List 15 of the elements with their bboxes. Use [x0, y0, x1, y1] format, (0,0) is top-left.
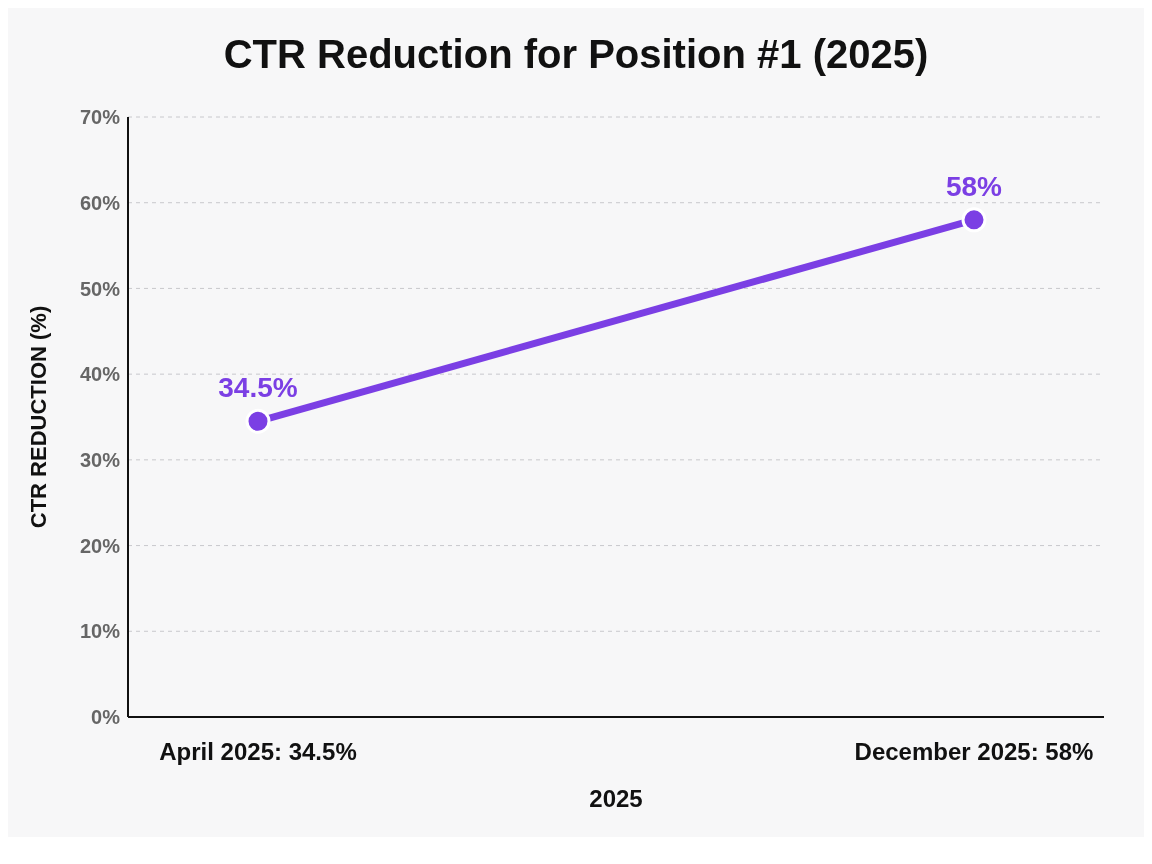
y-axis-title: CTR REDUCTION (%) [25, 305, 51, 529]
y-tick-label: 10% [79, 620, 121, 643]
y-tick-label: 70% [79, 106, 121, 129]
y-tick-label: 20% [79, 534, 121, 557]
y-tick-label: 50% [79, 277, 121, 300]
y-tick-label: 60% [79, 191, 121, 214]
data-label: 34.5% [218, 372, 298, 404]
x-tick-label: April 2025: 34.5% [159, 738, 357, 766]
y-tick-label: 30% [79, 448, 121, 471]
x-axis-title: 2025 [589, 785, 643, 812]
x-tick-label: December 2025: 58% [854, 738, 1094, 766]
y-tick-label: 40% [79, 363, 121, 386]
data-label: 58% [945, 170, 1003, 202]
chart-title: CTR Reduction for Position #1 (2025) [222, 31, 930, 78]
y-tick-label: 0% [91, 706, 121, 729]
